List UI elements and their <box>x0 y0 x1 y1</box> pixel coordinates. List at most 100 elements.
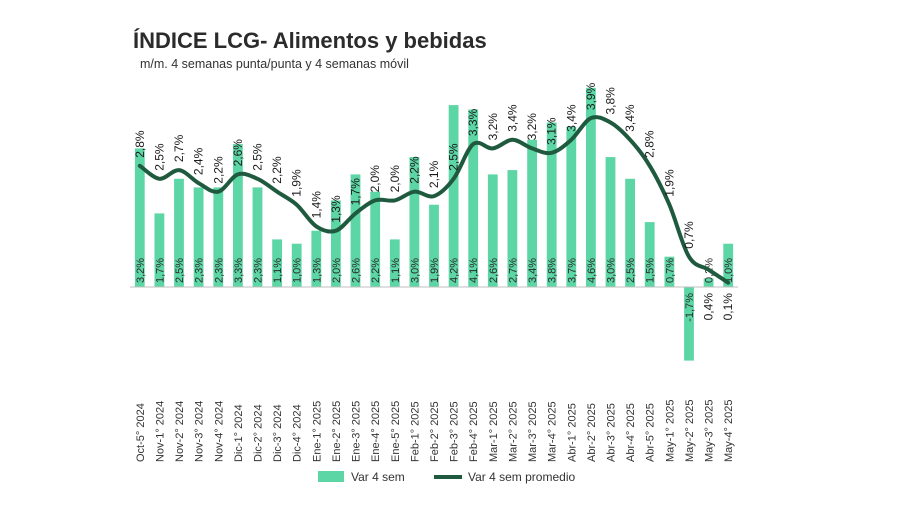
bar-14 <box>409 157 420 287</box>
bar-23 <box>586 87 596 287</box>
bar-label-14: 3,0% <box>409 258 421 283</box>
line-label-20: 3,2% <box>525 113 539 141</box>
line-label-29: 0,4% <box>702 293 716 321</box>
line-label-17: 3,3% <box>466 108 480 136</box>
bar-label-21: 3,8% <box>547 258 559 283</box>
x-tick-17: Feb-4° 2025 <box>468 401 480 462</box>
bar-5 <box>233 144 243 287</box>
line-label-15: 2,1% <box>427 160 441 188</box>
x-tick-15: Feb-2° 2025 <box>429 401 441 462</box>
x-tick-0: Oct-5° 2024 <box>135 403 147 462</box>
bar-12 <box>370 191 381 287</box>
x-tick-20: Mar-3° 2025 <box>527 401 539 462</box>
bar-19 <box>507 170 518 287</box>
bar-21 <box>546 122 557 287</box>
line-label-4: 2,2% <box>211 156 225 184</box>
line-label-11: 1,7% <box>349 178 363 206</box>
bar-label-0: 3,2% <box>135 258 147 283</box>
bar-label-19: 2,7% <box>508 258 520 283</box>
bar-label-24: 3,0% <box>606 258 618 283</box>
bar-label-17: 4,1% <box>468 258 480 283</box>
bar-15 <box>429 204 439 287</box>
bar-18 <box>487 174 498 287</box>
bar-10 <box>331 200 341 287</box>
x-tick-9: Ene-1° 2025 <box>311 401 323 462</box>
x-tick-10: Ene-2° 2025 <box>331 401 343 462</box>
bar-17 <box>468 109 479 287</box>
bar-label-5: 3,3% <box>233 258 245 283</box>
bar-label-1: 1,7% <box>154 258 166 283</box>
bar-label-18: 2,6% <box>488 258 500 283</box>
bar-22 <box>566 126 577 287</box>
bar-26 <box>644 222 655 287</box>
bar-label-11: 2,6% <box>351 258 363 283</box>
bar-label-8: 1,0% <box>292 258 304 283</box>
bar-9 <box>311 230 322 287</box>
line-label-8: 1,9% <box>290 169 304 197</box>
line-label-22: 3,4% <box>564 104 578 132</box>
bar-label-16: 4,2% <box>449 258 461 283</box>
bar-label-22: 3,7% <box>566 258 578 283</box>
line-label-13: 2,0% <box>388 165 402 193</box>
chart-subtitle: m/m. 4 semanas punta/punta y 4 semanas m… <box>140 57 409 71</box>
bar-labels-layer: 3,2% 1,7% 2,5% 2,3% 2,3% 3,3% 2,3% 1,1% 1,0% 1,3%… <box>135 258 735 322</box>
line-label-12: 2,0% <box>368 165 382 193</box>
line-label-7: 2,2% <box>270 156 284 184</box>
x-tick-29: May-3° 2025 <box>704 400 716 463</box>
x-tick-18: Mar-1° 2025 <box>488 401 500 462</box>
legend-swatch-var-4-sem <box>318 471 344 482</box>
line-label-18: 3,2% <box>486 113 500 141</box>
line-label-1: 2,5% <box>152 143 166 171</box>
x-tick-26: Abr-5° 2025 <box>645 403 657 462</box>
x-tick-16: Feb-3° 2025 <box>449 401 461 462</box>
line-label-23: 3,9% <box>584 82 598 110</box>
line-label-10: 1,3% <box>329 195 343 223</box>
legend-label-var-4-sem: Var 4 sem <box>351 470 405 484</box>
x-tick-8: Dic-4° 2024 <box>292 404 304 462</box>
line-label-0: 2,8% <box>133 130 147 158</box>
bar-6 <box>252 187 263 287</box>
bar-label-25: 2,5% <box>625 258 637 283</box>
x-tick-27: May-1° 2025 <box>664 400 676 463</box>
bar-label-6: 2,3% <box>253 258 265 283</box>
bar-8 <box>291 243 302 287</box>
line-label-24: 3,8% <box>604 87 618 115</box>
x-tick-30: May-4° 2025 <box>723 400 735 463</box>
x-tick-1: Nov-1° 2024 <box>154 401 166 462</box>
x-tick-13: Ene-5° 2025 <box>390 401 402 462</box>
bar-label-12: 2,2% <box>370 258 382 283</box>
x-tick-11: Ene-3° 2025 <box>351 401 363 462</box>
bar-20 <box>527 139 537 287</box>
x-tick-12: Ene-4° 2025 <box>370 401 382 462</box>
x-tick-21: Mar-4° 2025 <box>547 401 559 462</box>
bar-30 <box>723 243 734 287</box>
x-tick-5: Dic-1° 2024 <box>233 404 245 462</box>
legend: Var 4 sem Var 4 sem promedio <box>318 470 575 484</box>
bar-label-10: 2,0% <box>331 258 343 283</box>
bar-label-2: 2,5% <box>174 258 186 283</box>
bar-27 <box>664 256 675 287</box>
bar-13 <box>389 239 400 287</box>
bar-25 <box>625 178 635 288</box>
x-tick-14: Feb-1° 2025 <box>409 401 421 462</box>
bar-label-27: 0,7% <box>664 258 676 283</box>
bar-29 <box>703 278 714 287</box>
bar-label-4: 2,3% <box>213 258 225 283</box>
bar-label-3: 2,3% <box>194 258 206 283</box>
bar-label-23: 4,6% <box>586 258 598 283</box>
line-label-26: 2,8% <box>643 130 657 158</box>
line-label-21: 3,1% <box>545 117 559 145</box>
line-label-25: 3,4% <box>623 104 637 132</box>
bar-16 <box>448 105 459 287</box>
line-labels-layer: 2,8% 2,5% 2,7% 2,4% 2,2% 2,6% 2,5% 2,2% 1,9% 1,4%… <box>133 82 735 320</box>
x-tick-24: Abr-3° 2025 <box>606 403 618 462</box>
bar-11 <box>350 174 361 287</box>
x-tick-3: Nov-3° 2024 <box>194 401 206 462</box>
bar-1 <box>154 213 165 287</box>
line-label-16: 2,5% <box>447 143 461 171</box>
x-tick-28: May-2° 2025 <box>684 400 696 463</box>
bar-0 <box>134 148 145 287</box>
line-label-9: 1,4% <box>309 191 323 219</box>
